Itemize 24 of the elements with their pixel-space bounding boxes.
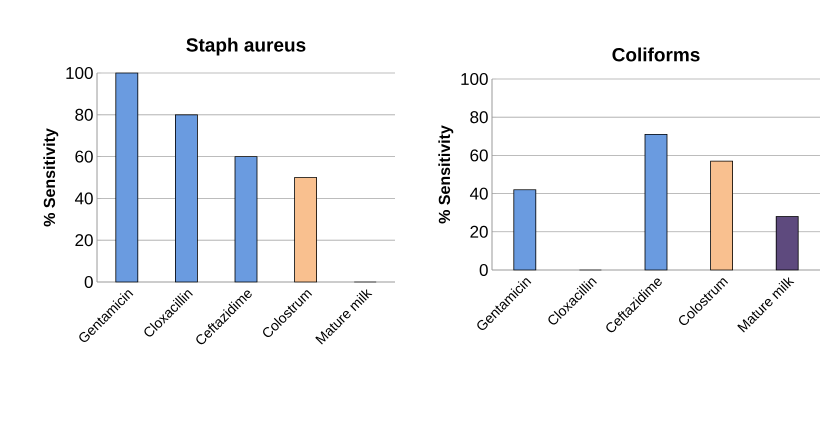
y-axis-title: % Sensitivity [43,128,58,226]
y-tick-label: 20 [470,226,488,238]
chart-title: Staph aureus [186,38,306,56]
y-tick-label: 0 [84,276,93,288]
bar [294,177,318,282]
y-tick-label: 80 [470,111,488,124]
y-axis-title: % Sensitivity [438,125,454,224]
y-tick-label: 40 [74,192,93,204]
bar [513,189,536,270]
y-tick-label: 60 [75,150,93,163]
bar [644,134,668,270]
bar [115,72,138,282]
y-tick-label: 0 [480,264,488,276]
bar [776,216,799,270]
bar [175,114,198,282]
bar [234,156,258,282]
y-tick-label: 20 [75,234,93,246]
chart-title: Coliforms [612,48,700,62]
y-tick-label: 80 [75,108,93,121]
y-tick-label: 60 [470,149,488,162]
y-tick-label: 100 [66,66,93,80]
y-tick-label: 40 [470,188,488,200]
y-tick-label: 100 [461,72,488,86]
bar [710,160,733,270]
